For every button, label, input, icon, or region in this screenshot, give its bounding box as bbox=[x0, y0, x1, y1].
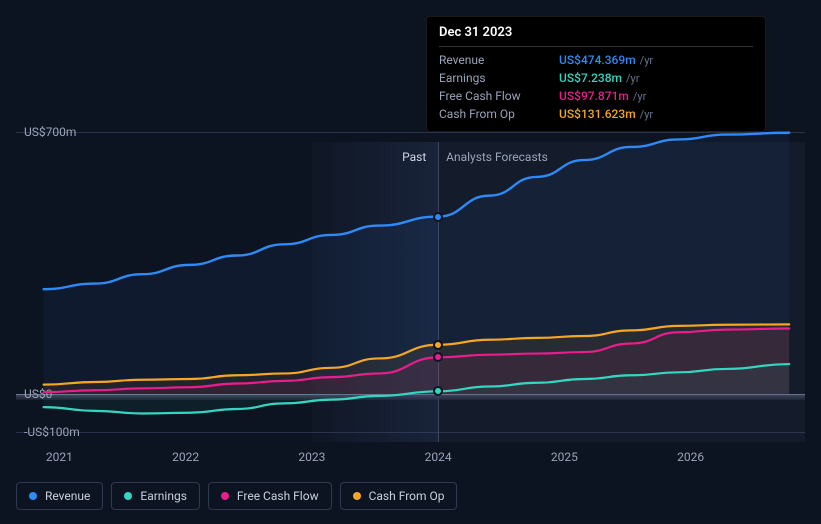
legend-item-free-cash-flow[interactable]: Free Cash Flow bbox=[208, 482, 332, 510]
tooltip-row: Free Cash FlowUS$97.871m/yr bbox=[439, 87, 753, 105]
tooltip-row: RevenueUS$474.369m/yr bbox=[439, 51, 753, 69]
legend-dot-icon bbox=[29, 492, 37, 500]
tooltip-row-label: Revenue bbox=[439, 53, 559, 67]
tooltip-row-suffix: /yr bbox=[640, 108, 653, 121]
tooltip-row-label: Earnings bbox=[439, 71, 559, 85]
tooltip-row: Cash From OpUS$131.623m/yr bbox=[439, 105, 753, 123]
x-axis-label: 2023 bbox=[298, 450, 325, 464]
tooltip-row-value: US$131.623m bbox=[559, 107, 636, 121]
legend-label: Earnings bbox=[140, 489, 187, 503]
tooltip-row: EarningsUS$7.238m/yr bbox=[439, 69, 753, 87]
marker-revenue bbox=[433, 212, 443, 222]
x-axis-label: 2026 bbox=[677, 450, 704, 464]
x-axis-label: 2024 bbox=[425, 450, 452, 464]
marker-fcf bbox=[433, 352, 443, 362]
legend-dot-icon bbox=[124, 492, 132, 500]
marker-earnings bbox=[433, 386, 443, 396]
x-axis-label: 2025 bbox=[551, 450, 578, 464]
x-axis: 2021 2022 2023 2024 2025 2026 bbox=[16, 450, 805, 470]
financials-chart: US$700mUS$0-US$100m Past Analysts Foreca… bbox=[0, 0, 821, 524]
x-axis-label: 2022 bbox=[172, 450, 199, 464]
legend: Revenue Earnings Free Cash Flow Cash From O… bbox=[16, 482, 457, 510]
tooltip-divider bbox=[439, 46, 753, 47]
tooltip-row-suffix: /yr bbox=[633, 90, 646, 103]
legend-label: Revenue bbox=[45, 489, 90, 503]
tooltip-row-label: Free Cash Flow bbox=[439, 89, 559, 103]
tooltip-row-value: US$7.238m bbox=[559, 71, 622, 85]
x-axis-label: 2021 bbox=[46, 450, 73, 464]
legend-item-revenue[interactable]: Revenue bbox=[16, 482, 103, 510]
legend-label: Cash From Op bbox=[369, 489, 445, 503]
marker-cashfromop bbox=[433, 340, 443, 350]
legend-dot-icon bbox=[221, 492, 229, 500]
legend-dot-icon bbox=[353, 492, 361, 500]
tooltip: Dec 31 2023 RevenueUS$474.369m/yrEarning… bbox=[426, 16, 766, 132]
tooltip-row-value: US$97.871m bbox=[559, 89, 629, 103]
legend-item-earnings[interactable]: Earnings bbox=[111, 482, 200, 510]
tooltip-row-suffix: /yr bbox=[640, 54, 653, 67]
legend-item-cash-from-op[interactable]: Cash From Op bbox=[340, 482, 458, 510]
tooltip-row-value: US$474.369m bbox=[559, 53, 636, 67]
legend-label: Free Cash Flow bbox=[237, 489, 319, 503]
tooltip-row-suffix: /yr bbox=[626, 72, 639, 85]
tooltip-row-label: Cash From Op bbox=[439, 107, 559, 121]
tooltip-date: Dec 31 2023 bbox=[439, 25, 753, 40]
